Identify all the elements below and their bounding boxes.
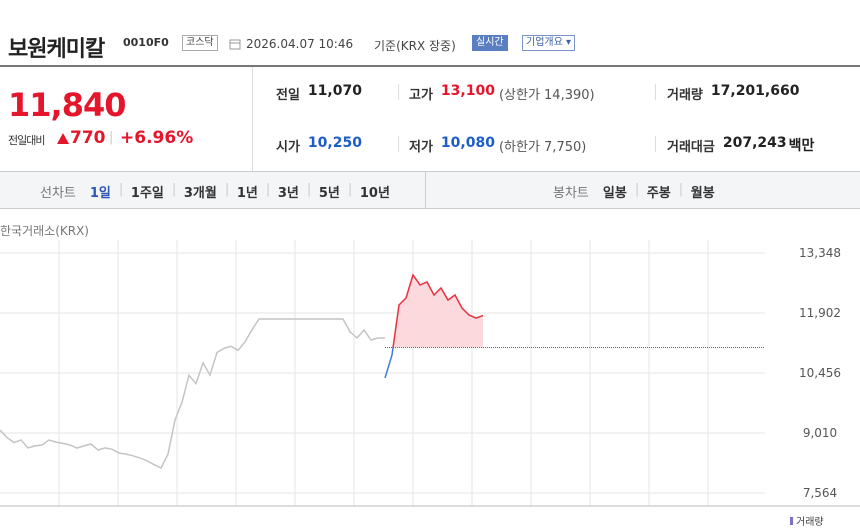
stat-label: 시가 [276,140,300,155]
change-label: 전일대비 [8,134,45,147]
y-tick-label: 9,010 [803,426,837,440]
current-price: 11,840 [8,86,126,124]
divider [655,136,656,152]
period-tab[interactable]: 1년 [236,186,258,201]
y-tick-label: 13,348 [799,246,841,260]
period-tab[interactable]: 일봉 [602,186,627,201]
stat-value: 11,070 [307,83,362,99]
tab-bar [0,171,860,209]
separator: | [678,182,684,197]
stat-label: 거래량 [667,88,703,103]
period-tab[interactable]: 10년 [359,186,390,201]
stat-label: 전일 [276,88,300,103]
separator: | [118,182,124,197]
up-arrow [57,133,69,144]
stat-note: (하한가 7,750) [498,140,587,155]
separator: | [347,182,353,197]
stat-label: 저가 [409,140,433,155]
period-tab[interactable]: 5년 [318,186,340,201]
divider [252,67,253,171]
period-tab[interactable]: 3개월 [183,186,217,201]
stat-label: 고가 [409,88,433,103]
overview-button[interactable]: 기업개요 ▾ [522,35,576,51]
stat-note: (상한가 14,390) [498,88,595,103]
period-tab[interactable]: 1주일 [130,186,164,201]
datetime: 2026.04.07 10:46 [246,37,354,51]
period-tab[interactable]: 1일 [89,186,111,201]
separator: | [634,182,640,197]
volume-legend-mark [790,517,793,525]
volume-label: 거래량 [796,516,824,528]
overview-text: 기업개요 [526,37,563,48]
stat-label: 거래대금 [667,140,715,155]
change-value: 770 [70,128,106,148]
period-tab[interactable]: 월봉 [690,186,715,201]
chart-source: 한국거래소(KRX) [0,224,89,238]
period-tab[interactable]: 주봉 [646,186,671,201]
price-line [384,273,484,379]
stat-value: 17,201,660 [710,83,800,99]
period-tab[interactable]: 3년 [277,186,299,201]
y-tick-label: 7,564 [803,486,837,500]
area [393,274,483,348]
y-tick-label: 11,902 [799,306,841,320]
separator: | [224,182,230,197]
basis: 기준(KRX 장중) [374,39,456,53]
change-rate: +6.96% [120,128,194,148]
divider [398,84,399,100]
stat-value: 207,243 [722,135,787,151]
separator: | [171,182,177,197]
stat-value: 10,080 [440,135,495,151]
chart: 7,564 9,010 10,456 11,902 13,348 거래량 [0,240,860,528]
stock-name: 보원케미칼 [8,37,105,62]
price-line [0,318,385,470]
separator: | [109,130,114,145]
stat-unit: 백만 [788,138,815,154]
divider [0,65,860,67]
stat-value: 13,100 [440,83,495,99]
divider [425,172,426,208]
realtime-button[interactable]: 실시간 [472,35,508,51]
calendar-icon [229,39,241,50]
separator: | [306,182,312,197]
stat-value: 10,250 [307,135,362,151]
tab-heading: 봉차트 [553,186,589,201]
market-badge: 코스닥 [182,35,218,51]
y-tick-label: 10,456 [799,366,841,380]
tab-heading: 선차트 [40,186,76,201]
divider [655,84,656,100]
stock-code: 0010F0 [123,36,169,49]
separator: | [265,182,271,197]
divider [398,136,399,152]
